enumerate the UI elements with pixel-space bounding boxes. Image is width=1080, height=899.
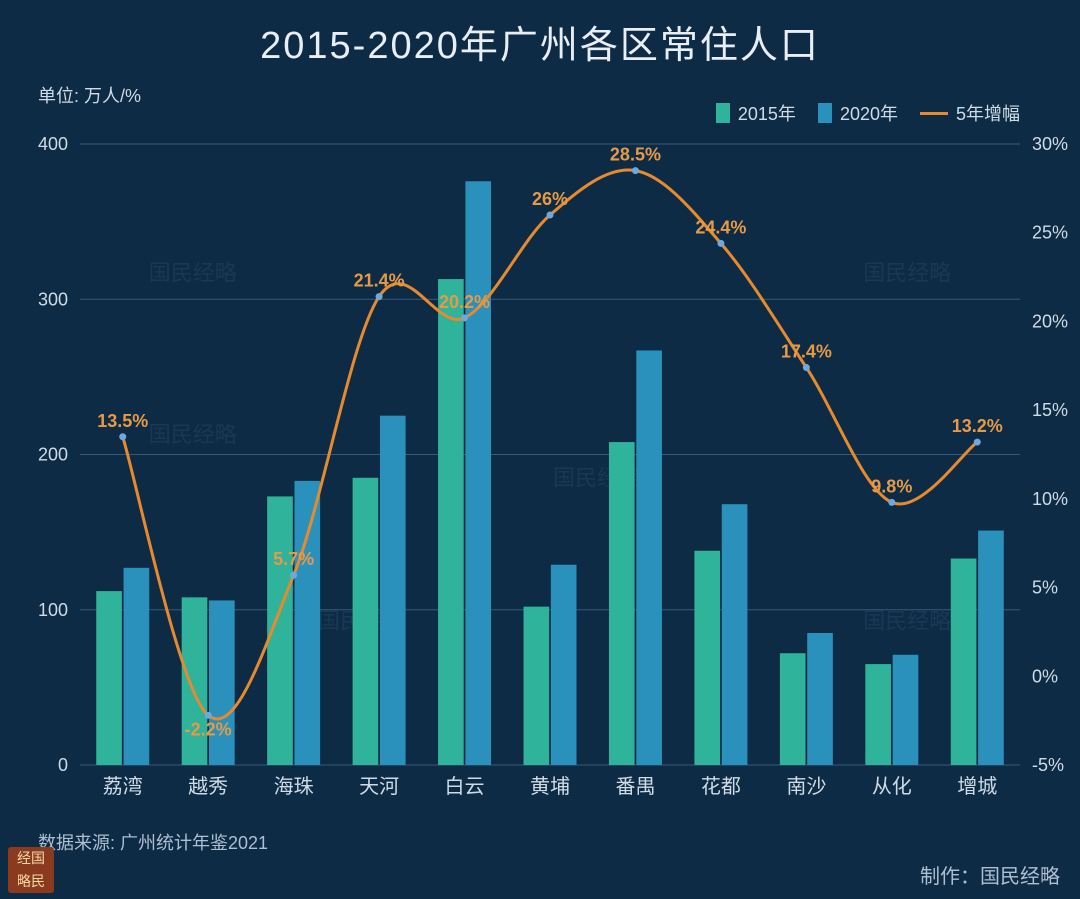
- bar-2020: [465, 181, 491, 765]
- y-left-tick: 200: [38, 445, 68, 465]
- y-left-tick: 400: [38, 134, 68, 154]
- growth-label: -2.2%: [185, 719, 232, 739]
- seal-stamp: 经国 略民: [8, 847, 54, 893]
- category-label: 番禺: [615, 775, 655, 798]
- category-label: 南沙: [786, 775, 826, 798]
- bar-2015: [353, 478, 379, 765]
- bar-2015: [951, 559, 977, 765]
- bar-2020: [380, 416, 406, 765]
- y-right-tick: 25%: [1032, 223, 1068, 243]
- growth-point: [119, 433, 126, 440]
- growth-point: [461, 314, 468, 321]
- legend-swatch-2020: [818, 103, 832, 123]
- maker-label: 制作：国民经略: [920, 860, 1060, 889]
- growth-label: 17.4%: [781, 342, 832, 362]
- y-right-tick: 5%: [1032, 578, 1058, 598]
- watermark: 国民经略: [149, 261, 237, 286]
- growth-point: [974, 439, 981, 446]
- growth-label: 13.2%: [952, 416, 1003, 436]
- growth-label: 13.5%: [97, 411, 148, 431]
- bar-2015: [182, 597, 208, 765]
- growth-label: 20.2%: [439, 292, 490, 312]
- growth-line: [123, 170, 978, 719]
- y-right-tick: 0%: [1032, 666, 1058, 686]
- bar-2020: [636, 350, 662, 765]
- y-left-tick: 100: [38, 600, 68, 620]
- legend-swatch-2015: [716, 103, 730, 123]
- plot-area: 0100200300400-5%0%5%10%15%20%25%30%国民经略国…: [80, 140, 1020, 799]
- growth-point: [632, 167, 639, 174]
- category-label: 越秀: [188, 775, 228, 798]
- y-right-tick: -5%: [1032, 755, 1064, 775]
- bar-2015: [524, 607, 550, 765]
- bar-2015: [438, 279, 464, 765]
- bar-2015: [694, 551, 720, 765]
- legend-label-2020: 2020年: [840, 100, 898, 126]
- growth-label: 9.8%: [871, 476, 912, 496]
- y-right-tick: 30%: [1032, 134, 1068, 154]
- watermark: 国民经略: [149, 422, 237, 447]
- y-right-tick: 15%: [1032, 400, 1068, 420]
- legend-label-2015: 2015年: [738, 100, 796, 126]
- y-left-tick: 300: [38, 289, 68, 309]
- category-label: 荔湾: [103, 775, 143, 798]
- bar-2020: [893, 655, 919, 765]
- category-label: 花都: [701, 775, 741, 798]
- bar-2020: [722, 504, 748, 765]
- growth-label: 21.4%: [354, 271, 405, 291]
- category-label: 天河: [359, 775, 399, 798]
- category-label: 白云: [445, 775, 485, 798]
- bar-2020: [209, 600, 235, 765]
- y-right-tick: 10%: [1032, 489, 1068, 509]
- legend-item-2015: 2015年: [716, 100, 796, 126]
- bar-2020: [807, 633, 833, 765]
- bar-2020: [978, 531, 1004, 765]
- bar-2020: [124, 568, 150, 765]
- growth-point: [717, 240, 724, 247]
- category-label: 黄埔: [530, 775, 570, 798]
- growth-point: [205, 712, 212, 719]
- growth-label: 5.7%: [273, 549, 314, 569]
- growth-point: [888, 499, 895, 506]
- chart-title: 2015-2020年广州各区常住人口: [0, 14, 1080, 69]
- legend-item-2020: 2020年: [818, 100, 898, 126]
- legend-swatch-line: [920, 112, 948, 115]
- legend-label-growth: 5年增幅: [956, 100, 1020, 126]
- growth-point: [376, 293, 383, 300]
- chart-container: 2015-2020年广州各区常住人口 单位: 万人/% 2015年 2020年 …: [0, 0, 1080, 899]
- legend-item-growth: 5年增幅: [920, 100, 1020, 126]
- y-left-tick: 0: [58, 755, 68, 775]
- unit-label: 单位: 万人/%: [38, 82, 141, 108]
- y-right-tick: 20%: [1032, 311, 1068, 331]
- bar-2015: [865, 664, 891, 765]
- category-label: 从化: [872, 775, 912, 798]
- bar-2015: [609, 442, 635, 765]
- watermark: 国民经略: [863, 608, 951, 633]
- bar-2020: [551, 565, 577, 765]
- plot-svg: 0100200300400-5%0%5%10%15%20%25%30%国民经略国…: [80, 140, 1020, 799]
- legend: 2015年 2020年 5年增幅: [716, 100, 1020, 126]
- growth-point: [547, 211, 554, 218]
- category-label: 增城: [957, 775, 997, 798]
- growth-label: 28.5%: [610, 145, 661, 165]
- bar-2015: [780, 653, 806, 765]
- source-label: 数据来源: 广州统计年鉴2021: [38, 829, 268, 855]
- growth-point: [803, 364, 810, 371]
- watermark: 国民经略: [863, 261, 951, 286]
- growth-label: 26%: [532, 189, 568, 209]
- bar-2020: [294, 481, 320, 765]
- bar-2015: [96, 591, 122, 765]
- category-label: 海珠: [274, 775, 314, 798]
- growth-point: [290, 572, 297, 579]
- growth-label: 24.4%: [695, 217, 746, 237]
